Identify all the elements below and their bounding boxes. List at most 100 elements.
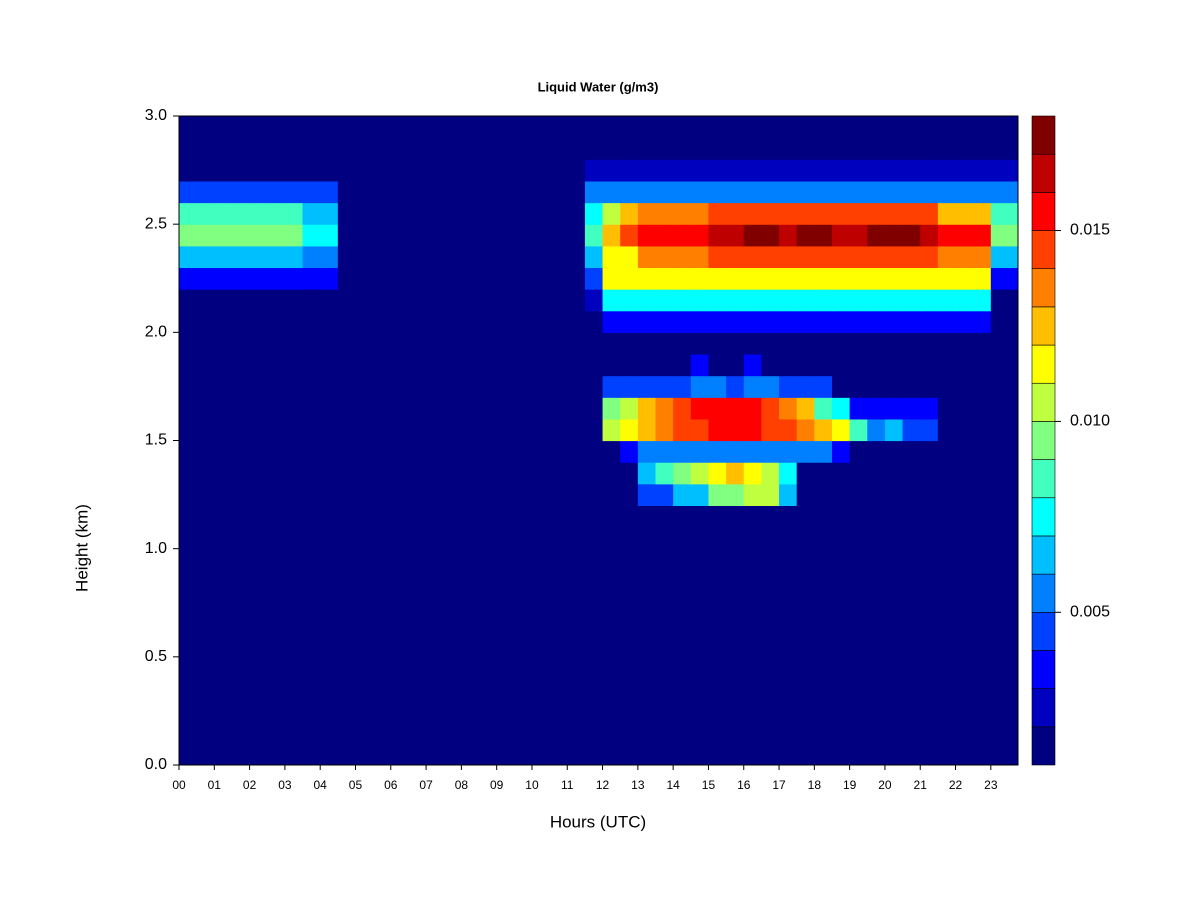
heatmap-cell [531, 548, 551, 571]
heatmap-cell [479, 548, 498, 571]
heatmap-cell [267, 743, 286, 765]
heatmap-cell [831, 180, 851, 204]
heatmap-cell [620, 656, 639, 680]
heatmap-cell [514, 570, 533, 593]
heatmap-cell [937, 743, 957, 765]
heatmap-cell [337, 267, 357, 290]
heatmap-cell [602, 397, 621, 420]
heatmap-cell [937, 635, 957, 658]
heatmap-cell [231, 613, 251, 636]
heatmap-cell [867, 332, 886, 355]
heatmap-cell [584, 397, 604, 420]
heatmap-cell [920, 743, 939, 765]
heatmap-cell [937, 721, 957, 744]
heatmap-cell [743, 548, 762, 571]
heatmap-cell [196, 462, 215, 485]
x-tick-label: 02 [243, 778, 257, 792]
heatmap-cell [920, 678, 939, 701]
heatmap-cell [690, 700, 710, 723]
heatmap-cell [761, 267, 780, 290]
heatmap-cell [584, 483, 604, 506]
heatmap-cell [655, 678, 674, 701]
heatmap-cell [179, 635, 198, 658]
heatmap-cell [673, 613, 692, 636]
heatmap-cell [1008, 137, 1018, 160]
heatmap-cell [620, 440, 639, 463]
heatmap-cell [761, 289, 780, 312]
heatmap-cell [390, 700, 410, 723]
heatmap-cell [708, 700, 727, 723]
heatmap-cell [902, 440, 921, 463]
x-tick-label: 00 [172, 778, 186, 792]
heatmap-cell [655, 743, 674, 765]
heatmap-cell [214, 137, 233, 160]
heatmap-cell [514, 159, 533, 182]
heatmap-cell [267, 353, 286, 377]
heatmap-cell [231, 310, 251, 333]
heatmap-cell [796, 721, 815, 744]
heatmap-cell [849, 353, 868, 377]
heatmap-cell [214, 159, 233, 182]
heatmap-cell [249, 635, 268, 658]
heatmap-cell [796, 353, 815, 377]
heatmap-cell [231, 721, 251, 744]
heatmap-cell [902, 635, 921, 658]
heatmap-cell [373, 440, 392, 463]
heatmap-cell [726, 483, 745, 506]
heatmap-cell [796, 548, 815, 571]
colorbar-tick-label: 0.010 [1070, 413, 1110, 430]
heatmap-cell [1008, 483, 1018, 506]
heatmap-cell [267, 678, 286, 701]
heatmap-cell [479, 656, 498, 680]
heatmap-cell [302, 245, 321, 269]
heatmap-cell [302, 505, 321, 528]
heatmap-cell [531, 245, 551, 269]
heatmap-cell [690, 224, 710, 247]
heatmap-cell [514, 462, 533, 485]
heatmap-cell [708, 159, 727, 182]
heatmap-cell [990, 310, 1010, 333]
heatmap-cell [1008, 591, 1018, 615]
heatmap-cell [620, 267, 639, 290]
heatmap-cell [796, 332, 815, 355]
heatmap-cell [496, 570, 515, 593]
heatmap-cell [779, 180, 798, 204]
heatmap-cell [355, 180, 374, 204]
heatmap-cell [779, 375, 798, 398]
heatmap-cell [337, 289, 357, 312]
heatmap-cell [973, 202, 992, 225]
heatmap-cell [726, 743, 745, 765]
heatmap-cell [214, 116, 233, 139]
heatmap-cell [249, 462, 268, 485]
heatmap-cell [602, 332, 621, 355]
heatmap-cell [796, 527, 815, 550]
heatmap-cell [655, 462, 674, 485]
heatmap-cell [231, 397, 251, 420]
heatmap-cell [1008, 527, 1018, 550]
heatmap-cell [479, 180, 498, 204]
heatmap-cell [955, 375, 974, 398]
heatmap-cell [726, 721, 745, 744]
heatmap-cell [955, 483, 974, 506]
heatmap-cell [443, 591, 462, 615]
heatmap-cell [479, 137, 498, 160]
heatmap-cell [302, 700, 321, 723]
heatmap-cell [355, 721, 374, 744]
heatmap-cell [355, 116, 374, 139]
heatmap-cell [1008, 353, 1018, 377]
heatmap-cell [320, 570, 339, 593]
heatmap-cell [655, 418, 674, 442]
heatmap-cell [179, 375, 198, 398]
heatmap-cell [779, 613, 798, 636]
heatmap-cell [708, 440, 727, 463]
x-tick-label: 06 [384, 778, 398, 792]
heatmap-cell [990, 137, 1010, 160]
heatmap-cell [955, 224, 974, 247]
chart-title: Liquid Water (g/m3) [538, 79, 659, 94]
heatmap-cell [549, 137, 568, 160]
heatmap-cell [408, 700, 427, 723]
heatmap-cell [426, 116, 445, 139]
heatmap-cell [443, 224, 462, 247]
heatmap-cell [320, 137, 339, 160]
heatmap-cell [831, 310, 851, 333]
